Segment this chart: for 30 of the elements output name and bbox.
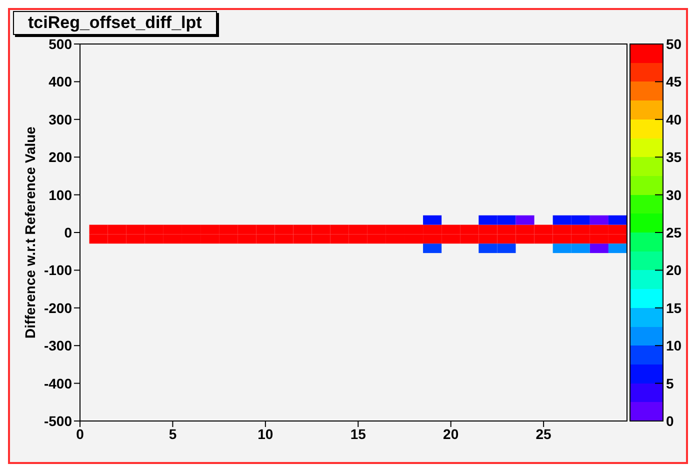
color-bar-label: 25 — [666, 224, 682, 240]
x-tick-label: 0 — [76, 426, 84, 442]
color-bar-label: 10 — [666, 338, 682, 354]
y-axis-title: Difference w.r.t Reference Value — [22, 126, 38, 338]
y-tick-label: 500 — [48, 36, 72, 52]
y-tick-label: -400 — [44, 375, 72, 392]
x-tick-label: 20 — [443, 426, 459, 442]
y-tick-label: 0 — [64, 224, 72, 240]
y-tick-label: -100 — [44, 262, 72, 278]
y-tick-label: 200 — [48, 149, 72, 166]
color-bar-label: 45 — [666, 74, 682, 90]
color-bar-label: 20 — [666, 262, 682, 278]
color-bar-label: 35 — [666, 149, 682, 166]
y-tick-label: -300 — [44, 338, 72, 354]
color-bar-label: 50 — [666, 36, 682, 52]
y-tick-label: -200 — [44, 300, 72, 316]
chart-title: tciReg_offset_diff_lpt — [13, 11, 217, 35]
color-bar-label: 30 — [666, 186, 682, 203]
x-tick-label: 10 — [258, 426, 274, 442]
y-tick-label: 400 — [48, 74, 72, 90]
y-tick-label: -500 — [44, 412, 72, 429]
x-tick-label: 15 — [350, 426, 366, 442]
color-bar-label: 40 — [666, 111, 682, 128]
y-tick-label: 100 — [48, 186, 72, 203]
color-bar-label: 15 — [666, 300, 682, 316]
color-bar-label: 0 — [666, 413, 674, 429]
y-tick-label: 300 — [48, 111, 72, 128]
x-tick-label: 25 — [536, 426, 552, 442]
x-tick-label: 5 — [168, 426, 177, 442]
color-bar-label: 5 — [666, 375, 674, 392]
